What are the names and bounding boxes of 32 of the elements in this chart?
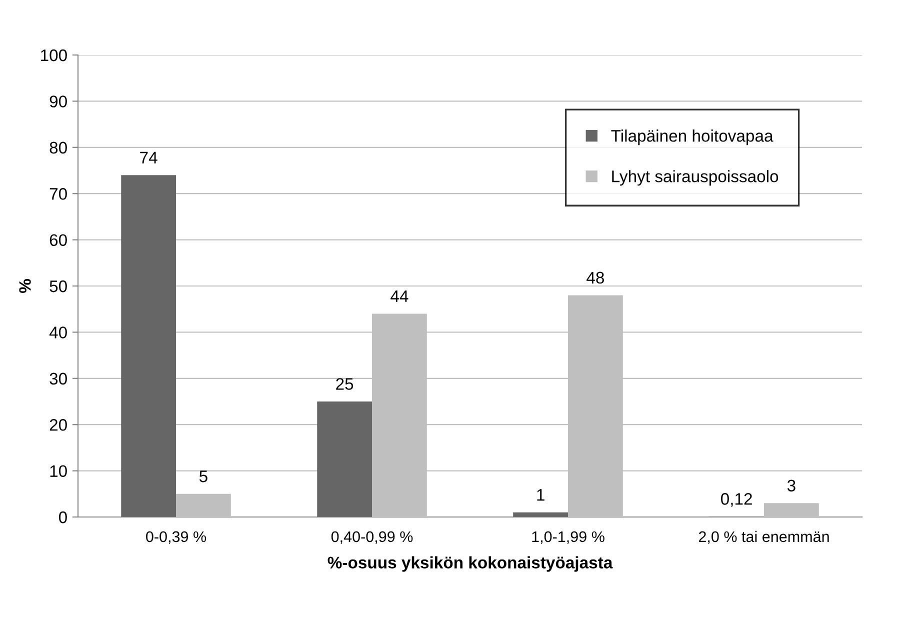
y-tick-label: 0 [58,511,67,524]
y-tick-label: 70 [50,188,67,200]
x-tick-label: 2,0 % tai enemmän [698,530,829,544]
x-tick-label: 0,40-0,99 % [331,531,413,544]
y-tick-label: 20 [50,419,67,431]
y-tick-label: 90 [50,96,67,108]
y-tick-label: 60 [50,234,67,246]
bar [176,494,231,517]
data-label: 74 [140,152,158,164]
x-tick-label: 0-0,39 % [146,531,206,544]
bar [317,402,372,517]
data-label: 3 [787,480,796,492]
legend-label: Tilapäinen hoitovapaa [611,130,774,146]
data-label: 0,12 [720,493,752,507]
x-axis-title: %-osuus yksikön kokonaistyöajasta [328,556,613,572]
y-tick-label: 30 [50,372,67,385]
y-tick-label: 10 [50,465,67,478]
x-tick-label: 1,0-1,99 % [532,531,604,544]
y-tick-label: 50 [50,280,67,292]
legend-label: Lyhyt sairauspoissaolo [612,170,778,186]
data-label: 1 [537,489,544,501]
y-axis-title: % [19,279,31,293]
data-label: 25 [336,378,354,390]
data-label: 44 [390,290,408,302]
y-tick-label: 100 [41,49,67,62]
bar [764,503,819,517]
bar [513,512,568,517]
data-label: 5 [199,470,208,482]
y-tick-label: 40 [49,326,67,338]
bar [121,175,176,517]
data-label: 48 [586,272,604,284]
y-tick-label: 80 [50,142,67,154]
